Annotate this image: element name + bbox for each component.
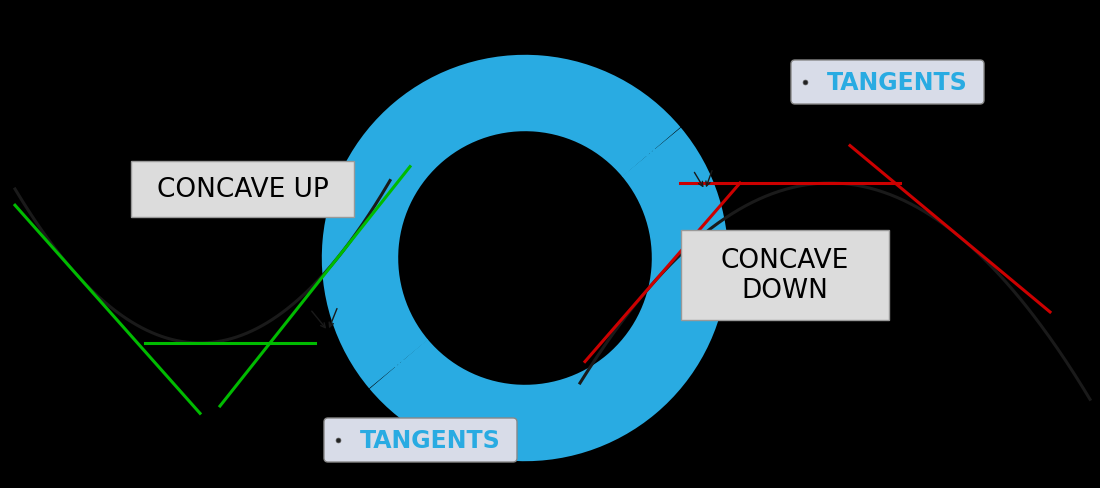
Text: TANGENTS: TANGENTS — [360, 428, 500, 452]
Text: TANGENTS: TANGENTS — [827, 71, 968, 95]
FancyBboxPatch shape — [131, 162, 354, 218]
Text: CONCAVE UP: CONCAVE UP — [156, 177, 329, 203]
FancyBboxPatch shape — [791, 61, 984, 105]
Text: CONCAVE
DOWN: CONCAVE DOWN — [720, 247, 849, 304]
FancyBboxPatch shape — [324, 418, 517, 462]
FancyBboxPatch shape — [681, 230, 889, 320]
